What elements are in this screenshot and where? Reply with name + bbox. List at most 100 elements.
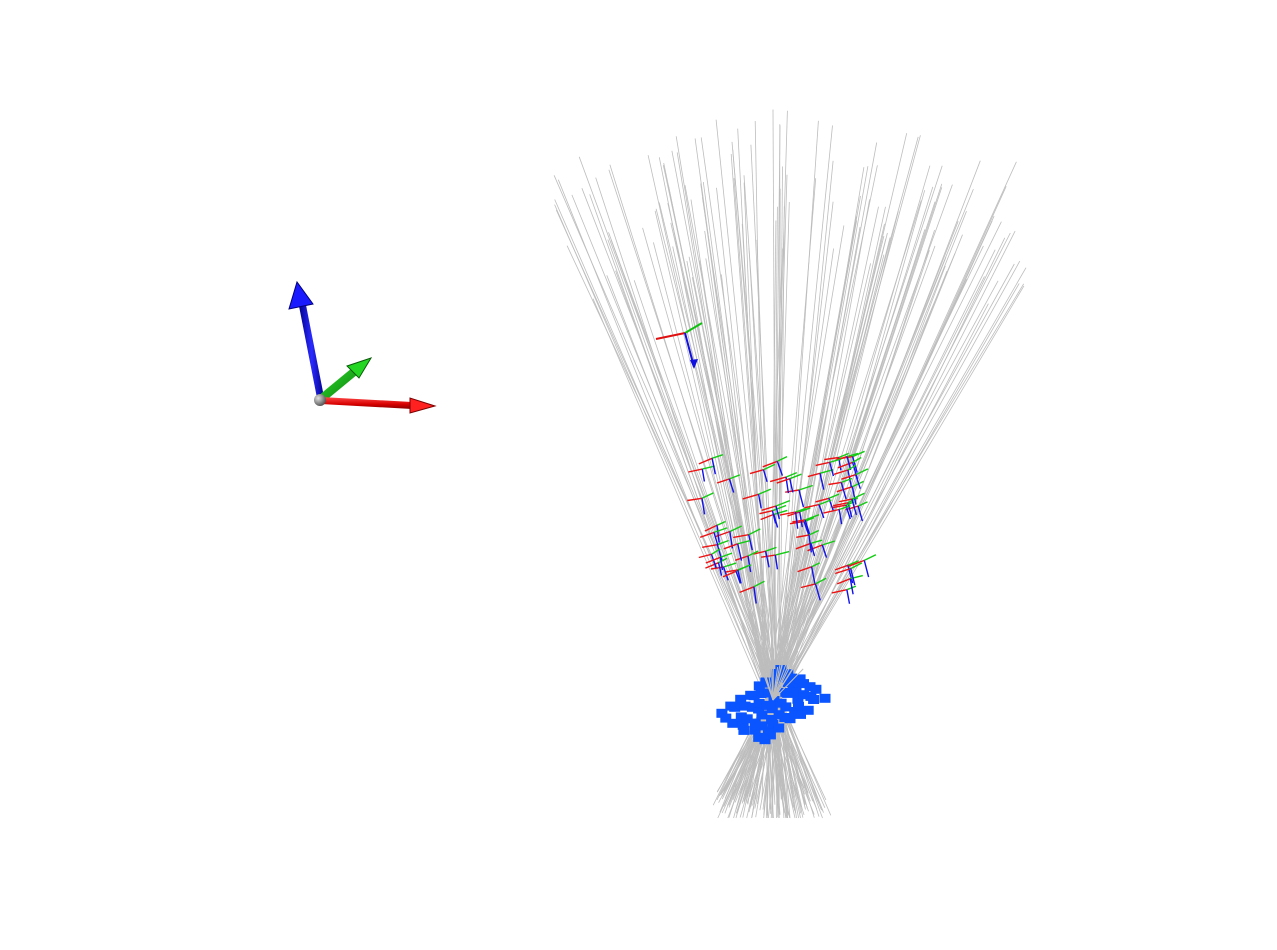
marker-square <box>793 701 804 711</box>
pose-triad <box>687 492 714 515</box>
pose-triad <box>733 528 761 551</box>
pose-triad <box>753 546 777 568</box>
pose-triad <box>797 562 821 585</box>
ray-line <box>609 164 815 818</box>
marker-square <box>729 702 741 712</box>
marker-square <box>773 710 785 720</box>
ray-line <box>762 664 774 701</box>
pose-triad <box>834 560 859 584</box>
pose-triad <box>815 458 842 477</box>
marker-square <box>786 673 798 683</box>
pose-triad <box>759 504 787 524</box>
marker-square <box>764 730 776 740</box>
pose-triad <box>698 548 721 569</box>
y-axis-arrow <box>318 357 373 402</box>
marker-square <box>753 698 765 708</box>
marker-square <box>748 691 760 701</box>
pose-triad <box>807 469 834 490</box>
marker-square <box>780 702 792 712</box>
pose-triad <box>836 480 864 505</box>
marker-square <box>735 694 747 704</box>
marker-grid <box>716 650 831 745</box>
pose-triad <box>828 477 853 500</box>
pose-triad <box>705 557 728 576</box>
marker-square <box>756 721 768 731</box>
pose-triad <box>841 468 869 489</box>
world-axes <box>288 280 437 414</box>
marker-square <box>784 714 796 724</box>
pose-triad <box>848 554 877 578</box>
pose-triad <box>760 550 790 570</box>
marker-square <box>738 725 750 735</box>
marker-square <box>810 684 822 694</box>
pose-triad <box>838 492 865 516</box>
ray-line <box>772 659 782 701</box>
pose-triad <box>761 499 791 520</box>
ray-line <box>734 303 989 788</box>
marker-square <box>749 725 761 735</box>
marker-square <box>741 714 753 724</box>
pose-triad <box>787 507 811 528</box>
z-axis-arrow <box>288 280 324 398</box>
marker-square <box>759 735 771 745</box>
marker-square <box>802 705 814 715</box>
pose-triad <box>800 577 827 601</box>
pose-triad <box>698 454 724 475</box>
marker-square <box>789 707 801 716</box>
pose-triad <box>739 580 765 604</box>
ray-line <box>772 668 804 701</box>
ray-line <box>772 655 790 701</box>
marker-square <box>749 718 761 728</box>
marker-square <box>753 704 765 714</box>
pose-triad <box>823 505 851 525</box>
marker-square <box>787 680 799 690</box>
marker-square <box>735 712 747 722</box>
marker-square <box>756 710 768 720</box>
marker-square <box>753 732 765 742</box>
pose-triad <box>834 562 863 586</box>
pose-triad <box>779 507 806 529</box>
marker-square <box>798 679 809 689</box>
marker-square <box>766 704 778 714</box>
marker-square <box>790 687 802 697</box>
pose-triad <box>699 527 728 547</box>
pose-triad <box>723 540 751 561</box>
pose-triad <box>688 465 715 482</box>
pose-triad <box>833 464 857 488</box>
marker-square <box>798 690 810 700</box>
marker-square <box>782 688 794 698</box>
marker-square <box>746 702 758 712</box>
marker-square <box>768 696 780 705</box>
ray-line <box>770 664 774 701</box>
marker-square <box>763 688 775 698</box>
pose-triad <box>705 552 733 571</box>
marker-square <box>819 693 831 703</box>
x-axis-arrow <box>321 397 437 414</box>
ray-line <box>776 166 783 818</box>
marker-square <box>804 682 816 692</box>
marker-square <box>727 718 739 728</box>
marker-square <box>755 689 767 698</box>
marker-square <box>795 709 806 719</box>
pose-cluster <box>687 450 877 604</box>
pose-triad <box>776 473 802 493</box>
marker-square <box>808 695 820 704</box>
pose-triad <box>702 539 729 561</box>
marker-square <box>753 681 765 691</box>
marker-square <box>716 708 728 718</box>
ray-line <box>772 650 799 701</box>
pose-triad <box>725 564 752 584</box>
marker-square <box>792 694 804 704</box>
ray-line <box>772 659 799 701</box>
marker-square <box>794 674 806 684</box>
ray-line <box>772 651 787 701</box>
origin-sphere <box>314 394 326 406</box>
pose-triad <box>792 514 820 535</box>
marker-square <box>737 720 749 730</box>
camera-frame <box>655 322 703 369</box>
ray-line <box>755 652 774 701</box>
pose-triad <box>807 540 836 558</box>
marker-square <box>766 715 778 724</box>
ray-line <box>766 662 774 701</box>
